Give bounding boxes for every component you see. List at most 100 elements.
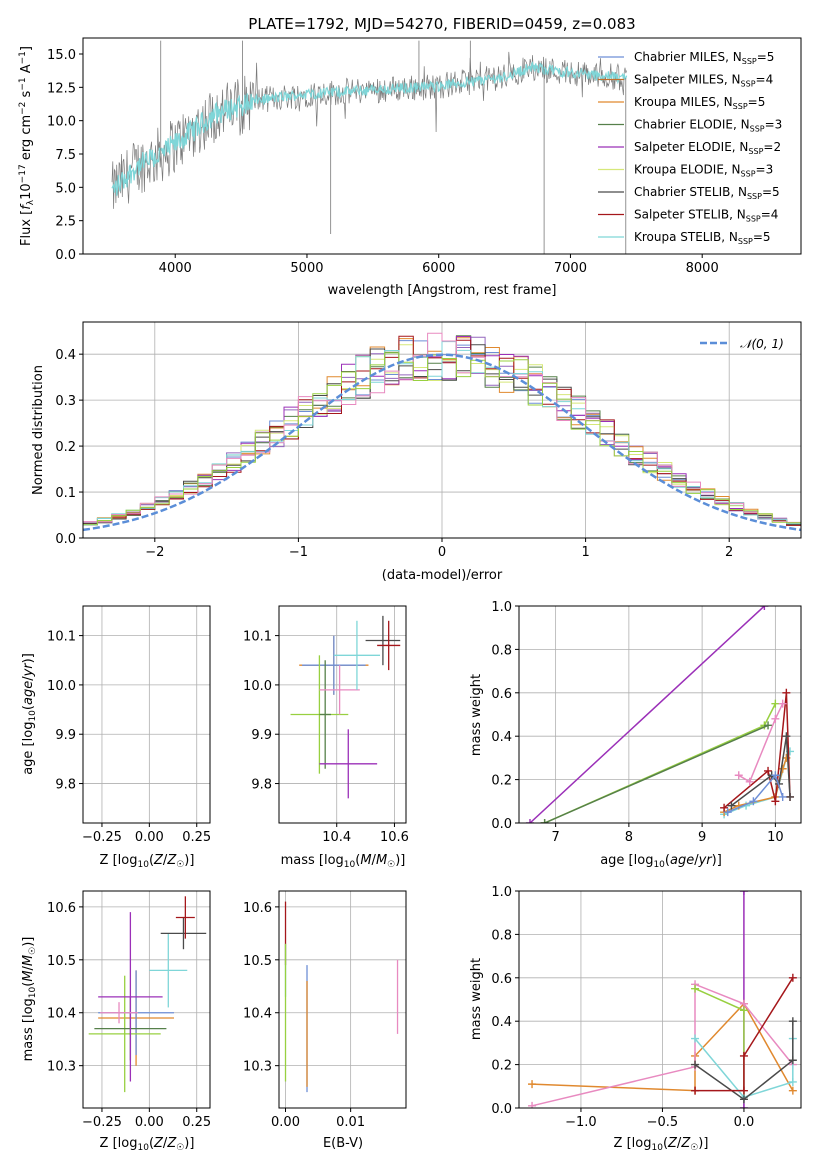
weight-point (782, 688, 791, 697)
histogram-ylabel: Normed distribution (31, 365, 46, 495)
y-tick-label: 10.4 (47, 1007, 76, 1022)
histogram-axes-frame (82, 321, 802, 539)
ebv-mass-grid (279, 891, 406, 1108)
weight-point (723, 808, 732, 817)
spectrum-legend: Chabrier MILES, NSSP=5 Salpeter MILES, NS… (598, 50, 782, 246)
weight-point (739, 1006, 748, 1015)
age-massweight-axes-frame (518, 605, 802, 824)
y-tick-label: 1.0 (491, 885, 512, 900)
weight-point (771, 699, 780, 708)
legend-label: Kroupa STELIB, NSSP=5 (634, 230, 771, 246)
x-tick-label: 7000 (554, 261, 587, 276)
weight-series-line (544, 724, 769, 823)
y-tick-label: 10.1 (243, 630, 272, 645)
weight-point (525, 819, 534, 823)
y-tick-label: 5.0 (55, 181, 76, 196)
weight-point (788, 1056, 797, 1065)
y-tick-label: 7.5 (55, 148, 76, 163)
x-tick-label: 0.25 (182, 830, 211, 845)
z-massweight-axes-frame (518, 890, 802, 1109)
weight-series-line (695, 977, 794, 1092)
weight-point (691, 1060, 700, 1069)
y-tick-label: 0.6 (491, 972, 512, 987)
y-tick-label: 10.4 (243, 1007, 272, 1022)
y-tick-label: 0.0 (55, 248, 76, 263)
legend-label: Salpeter MILES, NSSP=4 (634, 73, 773, 89)
legend-label: Salpeter ELODIE, NSSP=2 (634, 140, 781, 156)
x-tick-label: 0.01 (336, 1115, 365, 1130)
x-tick-label: 6000 (422, 261, 455, 276)
z-mass-xlabel: Z [log10(Z/Z☉)] (100, 1136, 195, 1153)
ebv-mass-panel: 0.00 0.01 10.3 10.4 10.5 10.6 (243, 890, 407, 1130)
z-massweight-panel: −1.0 −0.5 0.0 0.0 0.2 0.4 0.6 0.8 1.0 (491, 885, 802, 1130)
weight-point (720, 803, 729, 812)
weight-point (727, 801, 736, 810)
spectrum-title: PLATE=1792, MJD=54270, FIBERID=0459, z=0… (248, 15, 635, 33)
legend-label: Kroupa MILES, NSSP=5 (634, 95, 765, 111)
weight-point (739, 1086, 748, 1095)
y-tick-label: 9.9 (55, 728, 76, 743)
mass-age-axes-frame (278, 605, 407, 824)
y-tick-label: 10.3 (243, 1060, 272, 1075)
weight-point (786, 792, 795, 801)
x-tick-label: 0.00 (271, 1115, 300, 1130)
y-tick-label: 2.5 (55, 215, 76, 230)
z-mass-ylabel: mass [log10(M/M☉)] (21, 937, 38, 1062)
weight-point (782, 732, 791, 741)
y-tick-label: 0.0 (491, 1102, 512, 1117)
weight-point (528, 1080, 537, 1089)
spectrum-data-line (111, 40, 628, 254)
y-tick-label: 0.8 (491, 643, 512, 658)
age-massweight-xlabel: age [log10(age/yr)] (600, 853, 722, 870)
spectrum-axes-frame (82, 37, 802, 255)
age-massweight-grid (519, 605, 801, 824)
y-tick-label: 10.0 (47, 115, 76, 130)
weight-point (739, 1051, 748, 1060)
ebv-mass-marks (284, 901, 399, 1093)
weight-point (778, 764, 787, 773)
y-tick-label: 0.3 (55, 394, 76, 409)
z-mass-axes-frame (82, 890, 211, 1109)
legend-label: Chabrier ELODIE, NSSP=3 (634, 118, 782, 134)
y-tick-label: 15.0 (47, 48, 76, 63)
histogram-xlabel: (data-model)/error (382, 568, 503, 583)
y-tick-label: 0.2 (491, 774, 512, 789)
weight-point (749, 797, 758, 806)
weight-point (691, 1034, 700, 1043)
legend-label: Chabrier STELIB, NSSP=5 (634, 185, 780, 201)
spectrum-panel: PLATE=1792, MJD=54270, FIBERID=0459, z=0… (18, 15, 802, 298)
x-tick-label: 2 (725, 545, 733, 560)
x-tick-label: −1 (289, 545, 308, 560)
gaussian-curve (82, 353, 802, 532)
weight-point (528, 1101, 537, 1108)
x-tick-label: 5000 (290, 261, 323, 276)
ebv-mass-axes-frame (278, 890, 407, 1109)
weight-point (734, 771, 743, 780)
weight-point (691, 984, 700, 993)
x-tick-label: −0.25 (82, 830, 122, 845)
y-tick-label: 10.0 (243, 679, 272, 694)
x-tick-label: −1.0 (565, 1115, 597, 1130)
legend-label: Kroupa ELODIE, NSSP=3 (634, 163, 773, 179)
z-mass-grid (83, 891, 210, 1108)
y-tick-label: 10.6 (47, 901, 76, 916)
spectrum-model-line (111, 61, 628, 196)
y-tick-label: 10.6 (243, 901, 272, 916)
weight-point (764, 766, 773, 775)
z-mass-marks (88, 896, 207, 1093)
weight-point (739, 891, 748, 895)
z-age-grid (83, 606, 210, 823)
ebv-mass-xlabel: E(B-V) (323, 1136, 363, 1151)
gaussian-legend-label: 𝒩(0, 1) (740, 337, 784, 351)
y-tick-label: 0.8 (491, 928, 512, 943)
y-tick-label: 12.5 (47, 81, 76, 96)
weight-point (771, 771, 780, 780)
weight-point (739, 1095, 748, 1104)
histogram-legend: 𝒩(0, 1) (700, 337, 784, 351)
weight-point (788, 1086, 797, 1095)
weight-point (764, 721, 773, 730)
weight-series-line (694, 1021, 794, 1101)
weight-series-line (738, 703, 784, 783)
x-tick-label: 1 (581, 545, 589, 560)
